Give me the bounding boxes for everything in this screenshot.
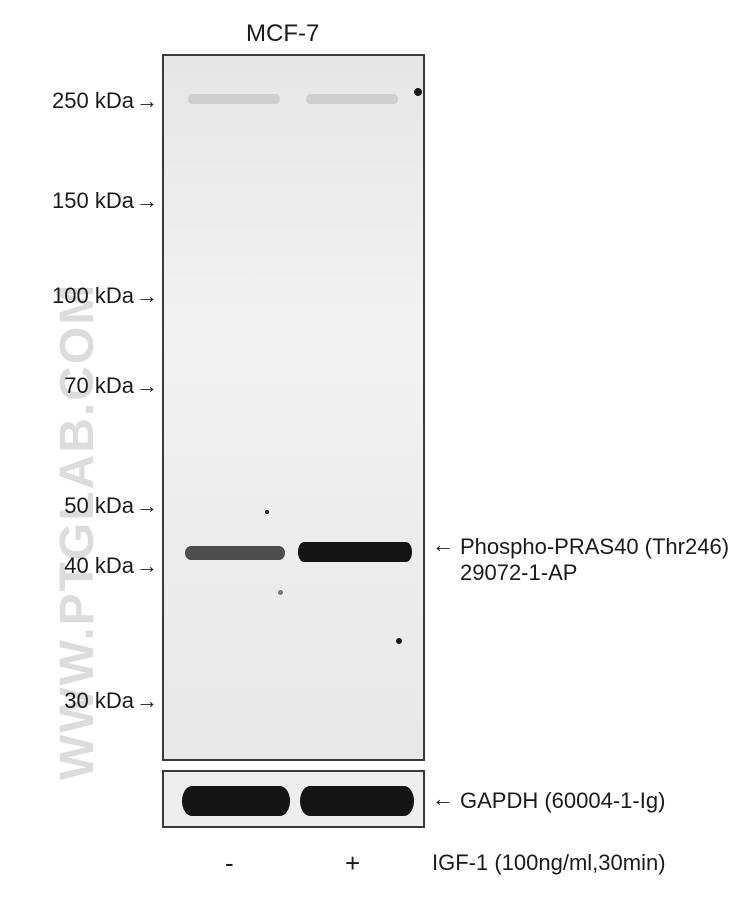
faint-band [188,94,280,104]
mw-marker: 70 kDa → [64,373,158,399]
mw-marker: 30 kDa → [64,688,158,714]
mw-label: 50 kDa [64,493,134,519]
speck [414,88,422,96]
arrow-right-icon: → [136,283,158,309]
label-line: Phospho-PRAS40 (Thr246) [460,534,729,560]
mw-label: 100 kDa [52,283,134,309]
mw-marker: 100 kDa → [52,283,158,309]
label-line: 29072-1-AP [460,560,729,586]
label-line: GAPDH (60004-1-Ig) [460,788,665,814]
treatment-plus: + [345,848,360,879]
speck [265,510,269,514]
speck [396,638,402,644]
mw-marker: 50 kDa → [64,493,158,519]
gapdh-band-plus [300,786,414,816]
mw-marker: 40 kDa → [64,553,158,579]
mw-label: 250 kDa [52,88,134,114]
mw-marker: 250 kDa → [52,88,158,114]
sample-label: MCF-7 [246,20,319,48]
arrow-right-icon: → [136,188,158,214]
treatment-minus: - [225,848,234,879]
arrow-right-icon: → [136,373,158,399]
loading-antibody-label: ← GAPDH (60004-1-Ig) [432,788,665,814]
mw-label: 40 kDa [64,553,134,579]
mw-label: 30 kDa [64,688,134,714]
arrow-right-icon: → [136,88,158,114]
arrow-left-icon: ← [432,788,454,810]
mw-label: 150 kDa [52,188,134,214]
arrow-right-icon: → [136,553,158,579]
main-blot-panel [162,54,425,761]
arrow-right-icon: → [136,493,158,519]
speck [278,590,283,595]
arrow-right-icon: → [136,688,158,714]
label-lines: Phospho-PRAS40 (Thr246) 29072-1-AP [460,534,729,586]
arrow-left-icon: ← [432,534,454,556]
label-lines: GAPDH (60004-1-Ig) [460,788,665,814]
band-lane-minus [185,546,285,560]
loading-control-panel [162,770,425,828]
faint-band [306,94,398,104]
target-antibody-label: ← Phospho-PRAS40 (Thr246) 29072-1-AP [432,534,729,586]
gapdh-band-minus [182,786,290,816]
figure-root: MCF-7 WWW.PTGLAB.COM 250 kDa → 150 kDa →… [0,0,750,903]
band-lane-plus [298,542,412,562]
mw-label: 70 kDa [64,373,134,399]
mw-marker: 150 kDa → [52,188,158,214]
treatment-label: IGF-1 (100ng/ml,30min) [432,850,666,876]
